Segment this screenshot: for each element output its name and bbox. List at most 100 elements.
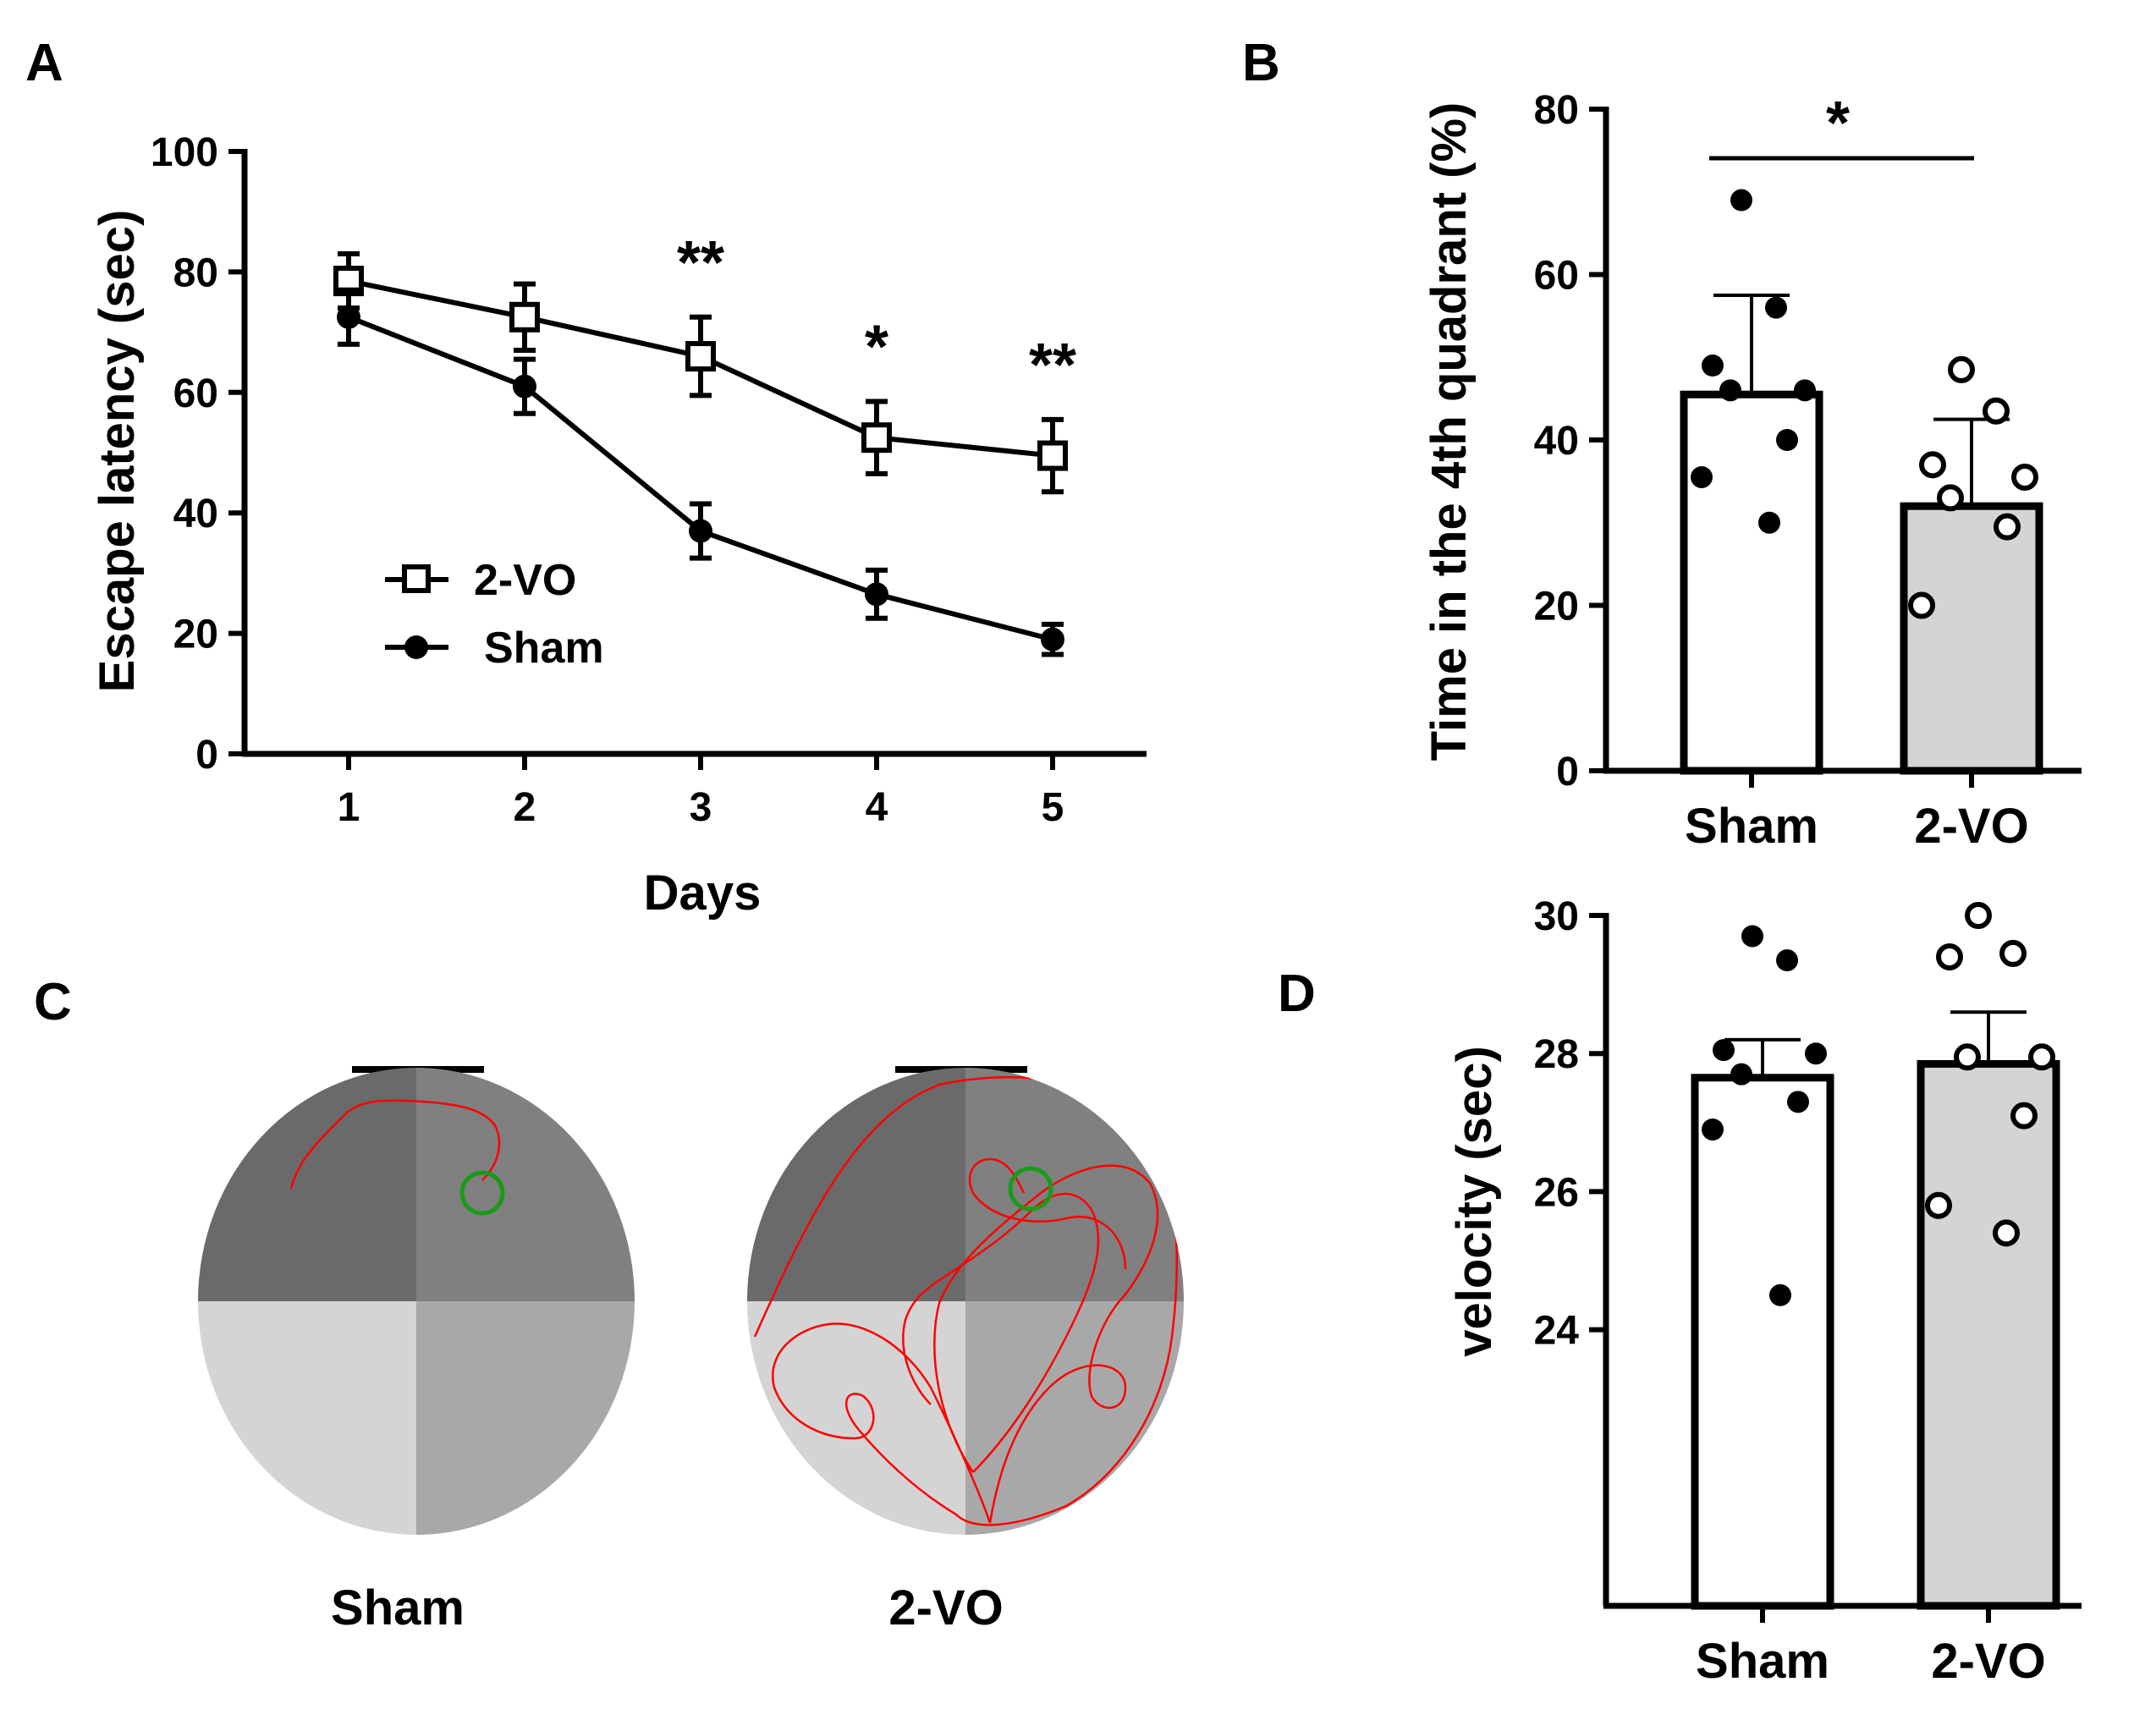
data-point-open	[1965, 902, 1992, 929]
data-point-open	[1948, 355, 1975, 383]
panel-a-ytick-label: 80	[173, 250, 218, 295]
data-point-square	[861, 422, 892, 453]
2vo-quadrant-nw	[747, 1068, 965, 1301]
data-point-open	[1925, 1191, 1952, 1219]
significance-marker: *	[865, 313, 888, 381]
2vo-swim-path	[753, 1075, 1179, 1526]
sham-quadrant-sw	[198, 1301, 416, 1535]
legend-2vo-label: 2-VO	[474, 556, 576, 605]
panel-a-xtick-label: 1	[338, 785, 360, 830]
sham-map-label: Sham	[331, 1580, 465, 1635]
ytick-label: 40	[1534, 419, 1579, 464]
category-label: Sham	[1685, 799, 1818, 854]
data-point-filled	[1691, 465, 1713, 488]
data-point-filled	[1719, 379, 1741, 402]
panel-a-legend: 2-VO Sham	[385, 556, 604, 673]
ytick-label: 60	[1534, 254, 1579, 299]
data-point-open	[1993, 1219, 2020, 1247]
data-point-filled	[1765, 296, 1787, 319]
series-sham	[337, 287, 1064, 657]
data-point-open	[2011, 463, 2038, 491]
sham-quadrant-ne	[416, 1068, 635, 1301]
sham-quadrant-nw	[198, 1068, 416, 1301]
data-point-circle	[513, 374, 536, 399]
data-point-filled	[1741, 925, 1763, 948]
ytick-label: 80	[1534, 88, 1579, 133]
panel-d-letter: D	[1278, 965, 1316, 1023]
data-point-filled	[1805, 1042, 1827, 1065]
panel-a-ytick-label: 40	[173, 492, 218, 536]
data-point-square	[1037, 440, 1068, 471]
data-point-filled	[1730, 189, 1752, 212]
data-point-filled	[1787, 1091, 1809, 1113]
bar	[1900, 502, 2043, 775]
panel-a-ytick-label: 0	[195, 733, 218, 778]
2vo-pool-map: 2-VO	[747, 1066, 1184, 1635]
series-2vo	[333, 251, 1068, 495]
data-point-open	[1937, 484, 1964, 512]
panel-a-ytick-label: 100	[151, 130, 218, 175]
data-point-circle	[865, 582, 888, 607]
ytick-label: 26	[1534, 1170, 1579, 1215]
data-point-circle	[337, 305, 360, 329]
bar	[1680, 390, 1823, 775]
panel-d-bar-chart: D 24 26 28 30 Sham 2-VO velocity (sec)	[1278, 894, 2082, 1689]
category-label: 2-VO	[1931, 1634, 2045, 1689]
legend-2vo-marker	[402, 564, 431, 593]
bar	[1691, 1074, 1834, 1610]
sham-quadrant-se	[416, 1301, 635, 1535]
bar-group-sham	[1680, 189, 1823, 775]
bar-group-sham	[1691, 925, 1834, 1610]
panel-a-x-label: Days	[644, 866, 762, 921]
data-point-filled	[1713, 1039, 1735, 1062]
category-label: 2-VO	[1914, 799, 2028, 854]
data-point-filled	[1776, 949, 1798, 972]
data-point-open	[1994, 513, 2021, 541]
legend-sham-label: Sham	[484, 624, 604, 673]
panel-a-letter: A	[25, 34, 63, 92]
data-point-open	[1983, 397, 2010, 425]
data-point-square	[509, 301, 540, 333]
data-point-square	[685, 341, 716, 372]
panel-b-y-label: Time in the 4th quadrant (%)	[1422, 102, 1477, 761]
data-point-open	[2028, 1043, 2055, 1071]
panel-a-line-chart: A 0 20 40 60 80 100 1 2 3 4 5 Days Escape latency…	[25, 34, 1147, 921]
data-point-open	[1919, 451, 1946, 479]
panel-b-significance-label: *	[1826, 90, 1850, 157]
panel-a-xtick-label: 5	[1042, 785, 1064, 830]
sham-swim-path	[289, 1099, 501, 1190]
2vo-platform-icon	[1008, 1166, 1053, 1212]
panel-c-letter: C	[34, 973, 72, 1031]
data-point-filled	[1730, 1063, 1752, 1086]
panel-a-ytick-label: 60	[173, 371, 218, 416]
ytick-label: 0	[1556, 750, 1579, 794]
data-point-circle	[1041, 627, 1064, 651]
panel-a-ytick-label: 20	[173, 613, 218, 657]
data-point-open	[1999, 939, 2027, 967]
panel-a-y-label: Escape latency (sec)	[90, 210, 145, 693]
significance-marker: **	[677, 229, 724, 297]
data-point-open	[1954, 1043, 1981, 1071]
data-point-filled	[1794, 379, 1816, 402]
sham-pool-map: Sham	[198, 1066, 635, 1635]
2vo-map-label: 2-VO	[888, 1580, 1003, 1635]
panel-a-xtick-label: 4	[866, 785, 888, 830]
ytick-label: 20	[1534, 585, 1579, 629]
data-point-open	[1936, 943, 1963, 970]
significance-marker: **	[1029, 332, 1076, 399]
data-point-filled	[1758, 511, 1780, 534]
data-point-filled	[1702, 1118, 1724, 1141]
bar-group-2vo	[1917, 902, 2060, 1610]
data-point-filled	[1769, 1284, 1791, 1306]
legend-sham-marker	[404, 635, 428, 659]
ytick-label: 28	[1534, 1032, 1579, 1077]
data-point-filled	[1776, 429, 1798, 451]
ytick-label: 30	[1534, 894, 1579, 939]
panel-b-bar-chart: B 0 20 40 60 80 Sham 2-VO Time in the 4th qua…	[1242, 34, 2082, 854]
sham-platform-icon	[459, 1170, 505, 1216]
panel-c-swim-paths: C Sham	[34, 973, 1184, 1635]
panel-d-y-label: velocity (sec)	[1447, 1046, 1502, 1357]
data-point-circle	[689, 519, 712, 543]
data-point-open	[2010, 1102, 2038, 1130]
